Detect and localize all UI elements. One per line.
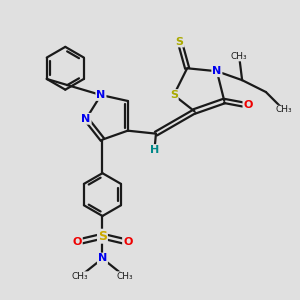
- Text: N: N: [82, 114, 91, 124]
- Text: CH₃: CH₃: [116, 272, 133, 281]
- Text: S: S: [176, 37, 184, 46]
- Text: CH₃: CH₃: [275, 105, 292, 114]
- Text: N: N: [96, 90, 106, 100]
- Text: CH₃: CH₃: [231, 52, 247, 61]
- Text: N: N: [98, 254, 107, 263]
- Text: S: S: [98, 230, 107, 243]
- Text: H: H: [150, 145, 159, 155]
- Text: O: O: [73, 237, 82, 247]
- Text: O: O: [243, 100, 253, 110]
- Text: CH₃: CH₃: [72, 272, 88, 281]
- Text: S: S: [170, 90, 178, 100]
- Text: O: O: [123, 237, 132, 247]
- Text: N: N: [212, 66, 221, 76]
